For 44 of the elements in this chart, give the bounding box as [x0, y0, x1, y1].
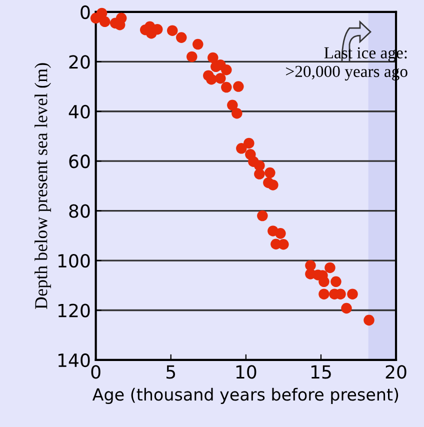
y-tick-label: 0 — [80, 5, 90, 20]
point — [318, 276, 330, 288]
point — [275, 228, 286, 239]
y-tick-label: 100 — [58, 254, 90, 268]
point — [96, 8, 108, 19]
point — [278, 238, 289, 250]
point — [206, 74, 217, 85]
x-tick-label: 0 — [91, 365, 100, 379]
point — [233, 81, 244, 92]
y-tick-label: 80 — [69, 204, 90, 218]
x-tick-label: 20 — [386, 365, 406, 379]
y-tick-label: 120 — [58, 304, 90, 318]
point — [264, 167, 276, 178]
point — [364, 314, 374, 326]
point — [186, 51, 198, 62]
point — [254, 168, 265, 180]
y-tick-label: 60 — [69, 154, 90, 168]
point — [99, 16, 110, 28]
point — [215, 72, 226, 84]
point — [176, 32, 187, 43]
point — [341, 302, 352, 314]
x-tick-label: 5 — [166, 365, 176, 379]
point — [166, 25, 178, 36]
point — [221, 82, 232, 93]
point — [324, 262, 336, 274]
x-tick-label: 15 — [311, 365, 331, 379]
point — [347, 288, 358, 300]
point — [257, 210, 268, 222]
x-axis-title: Age (thousand years before present) — [92, 388, 398, 404]
y-tick-label: 140 — [58, 353, 90, 368]
point — [244, 138, 254, 149]
point — [232, 108, 242, 119]
point — [192, 38, 204, 50]
y-tick-label: 40 — [68, 104, 90, 118]
y-axis-title: Depth below present sea level (m) — [34, 63, 51, 310]
point — [227, 100, 238, 111]
point — [208, 52, 218, 64]
point — [318, 288, 330, 300]
x-tick-label: 10 — [236, 365, 256, 379]
point — [268, 180, 278, 190]
y-tick-label: 20 — [69, 55, 90, 69]
point — [221, 64, 232, 76]
point — [236, 143, 247, 154]
point — [330, 276, 342, 288]
